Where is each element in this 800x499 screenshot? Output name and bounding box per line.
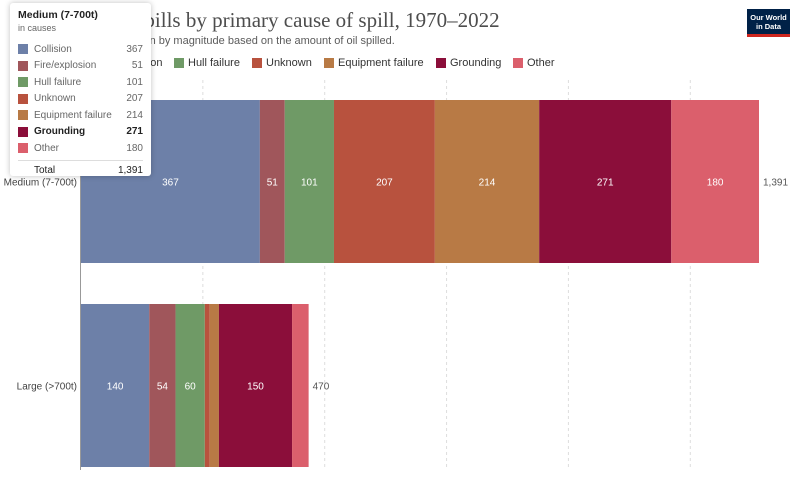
tooltip-subtitle: in causes xyxy=(18,23,57,33)
bar-label: 140 xyxy=(107,382,124,393)
tooltip-row-equipment-failure: Equipment failure 214 xyxy=(18,107,143,124)
tooltip-row-label: Hull failure xyxy=(34,76,82,88)
tooltip-row-collision: Collision 367 xyxy=(18,41,143,58)
bar-equipment-failure-1 xyxy=(209,304,219,467)
logo-line-1: Our World xyxy=(750,13,787,22)
legend-label: Other xyxy=(527,57,555,69)
tooltip-swatch xyxy=(18,110,28,121)
tooltip-swatch xyxy=(18,44,28,55)
bar-label: 54 xyxy=(157,382,169,393)
tooltip-row-label: Fire/explosion xyxy=(34,60,97,72)
bar-fire-explosion-0 xyxy=(259,100,285,263)
bar-unknown-0 xyxy=(333,100,435,263)
bar-grounding-1 xyxy=(218,304,293,467)
tooltip-row-label: Grounding xyxy=(34,126,86,138)
legend-item-grounding[interactable]: Grounding xyxy=(436,55,501,71)
tooltip-swatch xyxy=(18,143,28,154)
legend-swatch xyxy=(513,58,523,68)
tooltip-row-value: 214 xyxy=(126,109,143,121)
tooltip-total-row: Total 1,391 xyxy=(18,159,143,178)
tooltip-row-value: 271 xyxy=(126,126,143,138)
total-label: 470 xyxy=(313,382,330,393)
category-label: Medium (7-700t) xyxy=(4,178,77,189)
tooltip-swatch xyxy=(18,93,28,104)
bar-other-0 xyxy=(671,100,759,263)
logo-line-2: in Data xyxy=(755,22,781,31)
tooltip-swatch xyxy=(18,126,28,137)
legend-label: Grounding xyxy=(450,57,502,69)
legend-label: Equipment failure xyxy=(338,57,424,69)
bar-label: 207 xyxy=(376,178,393,189)
legend-label: Hull failure xyxy=(188,57,240,69)
tooltip-swatch xyxy=(18,77,28,88)
tooltip-row-value: 101 xyxy=(126,76,143,88)
legend-label: Unknown xyxy=(266,57,312,69)
tooltip-row-other: Other 180 xyxy=(18,140,143,157)
tooltip-rows: Collision 367 Fire/explosion 51 Hull failure… xyxy=(18,41,143,157)
bar-other-1 xyxy=(292,304,309,467)
bar-label: 180 xyxy=(707,178,724,189)
legend-swatch xyxy=(174,58,184,68)
tooltip-row-value: 207 xyxy=(126,93,143,105)
tooltip-title: Medium (7-700t) xyxy=(18,9,98,21)
tooltip-swatch xyxy=(18,60,28,71)
hover-tooltip: Medium (7-700t) in causes Collision 367 Fi… xyxy=(10,3,151,176)
bar-label: 367 xyxy=(162,178,179,189)
bar-equipment-failure-0 xyxy=(434,100,540,263)
tooltip-row-grounding: Grounding 271 xyxy=(18,124,143,141)
tooltip-row-value: 367 xyxy=(126,43,143,55)
legend-swatch xyxy=(324,58,334,68)
bar-label: 51 xyxy=(267,178,279,189)
bar-grounding-0 xyxy=(539,100,672,263)
tooltip-row-fire-explosion: Fire/explosion 51 xyxy=(18,58,143,75)
category-label: Large (>700t) xyxy=(17,382,77,393)
total-label: 1,391 xyxy=(763,178,788,189)
legend-item-other[interactable]: Other xyxy=(513,55,555,71)
bar-label: 60 xyxy=(185,382,197,393)
tooltip-row-label: Unknown xyxy=(34,93,76,105)
tooltip-total-value: 1,391 xyxy=(117,165,143,176)
bar-hull-failure-1 xyxy=(175,304,205,467)
tooltip-row-label: Other xyxy=(34,142,60,154)
tooltip-row-hull-failure: Hull failure 101 xyxy=(18,74,143,91)
tooltip-row-label: Collision xyxy=(34,43,72,55)
tooltip-row-label: Equipment failure xyxy=(34,109,112,121)
bar-unknown-1 xyxy=(204,304,210,467)
legend-swatch xyxy=(436,58,446,68)
tooltip-row-value: 51 xyxy=(131,60,143,72)
bar-label: 101 xyxy=(301,178,318,189)
tooltip-row-value: 180 xyxy=(126,142,143,154)
legend-item-hull-failure[interactable]: Hull failure xyxy=(174,55,240,71)
bar-label: 271 xyxy=(597,178,614,189)
bar-collision-1 xyxy=(81,304,150,467)
legend-swatch xyxy=(252,58,262,68)
owid-logo[interactable]: Our World in Data xyxy=(747,9,790,37)
bar-hull-failure-0 xyxy=(284,100,334,263)
legend-item-equipment-failure[interactable]: Equipment failure xyxy=(324,55,424,71)
tooltip-total-label: Total xyxy=(34,165,56,176)
bar-label: 150 xyxy=(247,382,264,393)
legend-item-unknown[interactable]: Unknown xyxy=(252,55,312,71)
bar-fire-explosion-1 xyxy=(149,304,176,467)
tooltip-row-unknown: Unknown 207 xyxy=(18,91,143,108)
bar-label: 214 xyxy=(479,178,496,189)
